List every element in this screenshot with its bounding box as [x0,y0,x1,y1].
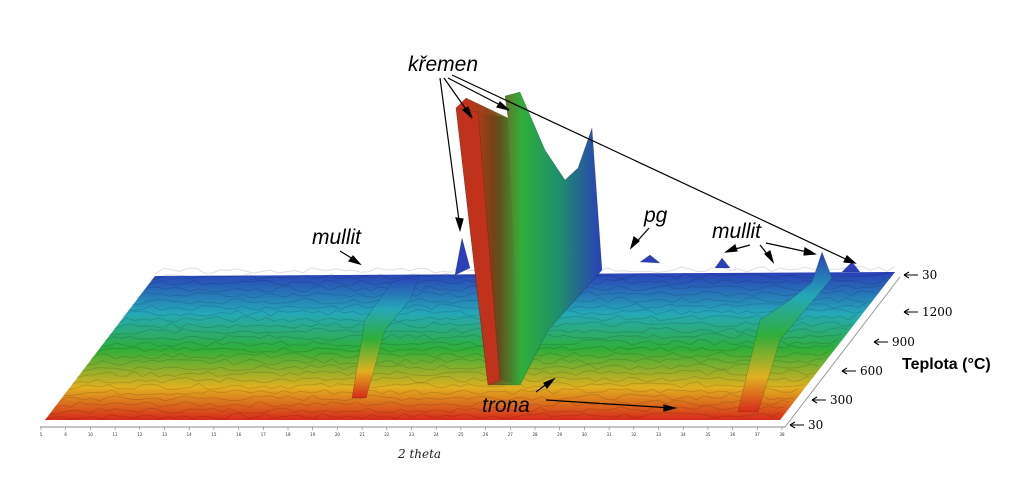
temperature-tick-label: 30 [808,418,823,432]
x-tick-label: 31 [607,432,613,437]
x-tick-label: 38 [779,432,785,437]
surface-ridge-line [99,338,838,348]
annotation-kremen: křemen [408,53,478,76]
x-tick-label: 20 [335,432,341,437]
x-tick-label: 17 [261,432,267,437]
x-tick-label: 29 [557,432,563,437]
x-tick-label: 28 [532,432,538,437]
surface-peak [639,254,661,264]
annotation-pg: pg [643,204,668,227]
temperature-tick-label: 30 [922,268,937,282]
x-tick-label: 15 [211,432,217,437]
x-tick-label: 5 [40,432,43,437]
x-tick-label: 12 [137,432,143,437]
x-tick-label: 27 [508,432,514,437]
x-tick-label: 32 [631,432,637,437]
x-tick-label: 23 [409,432,415,437]
x-tick-label: 30 [582,432,588,437]
surface-ridges [44,265,896,421]
temperature-tick-label: 1200 [922,305,953,319]
temperature-tick-arrow [811,396,826,404]
annotation-mullit-right: mullit [712,220,762,243]
temperature-tick-arrow [873,338,888,346]
x-tick-label: 16 [236,432,242,437]
x-axis-ticks: 5 6 10 11 12 13 14 15 16 17 18 19 20 21 22 23 24 25 26 27 28… [40,427,785,437]
temperature-tick-label: 600 [860,364,883,378]
x-tick-label: 22 [384,432,390,437]
x-tick-label: 26 [483,432,489,437]
x-tick-label: 6 [64,432,67,437]
x-tick-label: 36 [730,432,736,437]
x-tick-label: 37 [755,432,761,437]
x-tick-label: 19 [310,432,316,437]
surface-ridge-line [63,387,800,397]
surface-peak [351,274,421,399]
surface-peak [454,237,471,276]
surface-peak [841,261,861,273]
x-tick-label: 25 [458,432,464,437]
x-tick-label: 18 [285,432,291,437]
surface-ridge-line [72,375,810,384]
temperature-axis-line [784,276,901,428]
surface-peaks [351,91,861,413]
surface-ridge-line [58,393,795,403]
surface-ridge-line [81,363,819,372]
surface-ridge-line [76,369,814,378]
x-tick-label: 10 [88,432,94,437]
temperature-axis-ticks: 30 1200 900 600 300 30 [789,268,953,432]
x-tick-label: 34 [681,432,687,437]
annotation-mullit-left: mullit [312,226,362,249]
surface-base [45,272,895,420]
surface-ridge-line [109,326,848,336]
temperature-tick-arrow [841,367,856,375]
surface-ridge-line [67,381,805,391]
surface-peak [737,251,833,413]
temperature-tick-label: 900 [892,335,915,349]
temperature-axis-title: Teplota (°C) [902,356,991,373]
x-tick-label: 11 [113,432,119,437]
surface-ridge-line [104,332,843,342]
temperature-tick-arrow [903,271,918,279]
surface-ridge-line [49,405,785,415]
annotation-arrows [339,74,857,412]
temperature-tick-arrow [789,421,804,429]
surface-ridge-line [95,344,833,354]
x-tick-label: 35 [705,432,711,437]
surface-ridge-line [86,357,824,366]
x-tick-label: 14 [187,432,193,437]
x-tick-label: 24 [434,432,440,437]
temperature-tick-arrow [903,308,918,316]
annotation-trona: trona [482,394,530,417]
surface-peak-shading [478,112,520,385]
surface-peak [714,257,731,269]
x-tick-label: 33 [656,432,662,437]
x-tick-label: 13 [162,432,168,437]
surface-ridge-line [90,351,829,360]
x-tick-label: 21 [360,432,366,437]
surface-ridge-line [44,411,781,421]
temperature-tick-label: 300 [830,393,853,407]
surface-ridge-line [54,399,790,409]
x-axis-title: 2 theta [397,447,441,461]
